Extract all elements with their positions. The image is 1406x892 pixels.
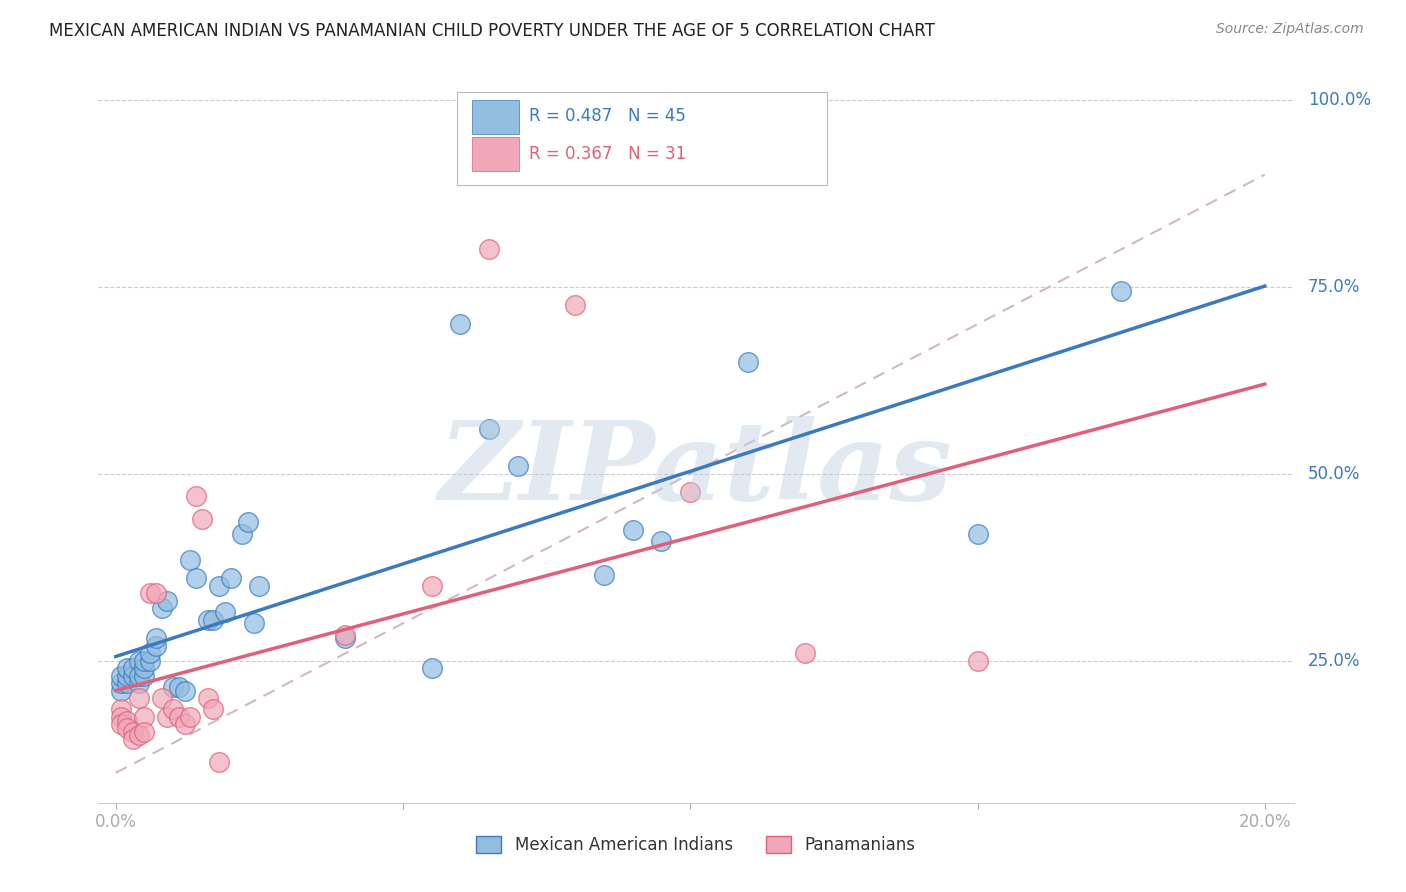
Point — [134, 661, 156, 675]
Text: 75.0%: 75.0% — [1308, 277, 1360, 296]
Point — [179, 710, 201, 724]
Point — [115, 721, 138, 735]
Point — [420, 661, 443, 675]
Point — [134, 724, 156, 739]
Point — [150, 691, 173, 706]
Point — [191, 511, 214, 525]
Point — [156, 594, 179, 608]
Point — [242, 616, 264, 631]
Point — [139, 646, 162, 660]
Legend: Mexican American Indians, Panamanians: Mexican American Indians, Panamanians — [470, 830, 922, 861]
Point — [420, 579, 443, 593]
Point — [679, 485, 702, 500]
Point — [145, 632, 167, 646]
Point — [110, 668, 132, 682]
Point — [162, 702, 184, 716]
Text: 25.0%: 25.0% — [1308, 652, 1361, 670]
Point — [966, 526, 988, 541]
Point — [184, 489, 207, 503]
Text: R = 0.487   N = 45: R = 0.487 N = 45 — [529, 108, 686, 126]
Point — [167, 680, 190, 694]
Point — [134, 654, 156, 668]
Point — [202, 702, 225, 716]
Point — [139, 586, 162, 600]
Point — [110, 683, 132, 698]
Point — [173, 717, 195, 731]
FancyBboxPatch shape — [472, 100, 519, 135]
Text: ZIPatlas: ZIPatlas — [439, 416, 953, 524]
Point — [179, 553, 201, 567]
Point — [184, 571, 207, 585]
Point — [110, 702, 132, 716]
Point — [650, 534, 672, 549]
Point — [115, 714, 138, 728]
Point — [145, 586, 167, 600]
Point — [236, 516, 259, 530]
Point — [208, 579, 231, 593]
Text: 50.0%: 50.0% — [1308, 465, 1360, 483]
Text: 100.0%: 100.0% — [1308, 91, 1371, 109]
Point — [167, 710, 190, 724]
Point — [506, 459, 529, 474]
Text: MEXICAN AMERICAN INDIAN VS PANAMANIAN CHILD POVERTY UNDER THE AGE OF 5 CORRELATI: MEXICAN AMERICAN INDIAN VS PANAMANIAN CH… — [49, 22, 935, 40]
Point — [156, 710, 179, 724]
Point — [335, 632, 357, 646]
Point — [115, 676, 138, 690]
Point — [122, 668, 145, 682]
Point — [202, 613, 225, 627]
Point — [208, 755, 231, 769]
Point — [478, 243, 501, 257]
Point — [128, 668, 150, 682]
Point — [214, 605, 236, 619]
Point — [122, 661, 145, 675]
Point — [966, 654, 988, 668]
Text: R = 0.367   N = 31: R = 0.367 N = 31 — [529, 145, 686, 162]
Point — [110, 717, 132, 731]
Point — [128, 691, 150, 706]
Point — [162, 680, 184, 694]
Point — [1109, 284, 1132, 298]
Point — [247, 579, 270, 593]
Point — [145, 639, 167, 653]
Point — [593, 567, 616, 582]
Point — [128, 729, 150, 743]
Point — [335, 627, 357, 641]
Point — [128, 676, 150, 690]
Point — [737, 354, 759, 368]
Point — [794, 646, 817, 660]
Point — [564, 298, 586, 312]
Point — [478, 422, 501, 436]
Point — [173, 683, 195, 698]
Point — [122, 724, 145, 739]
FancyBboxPatch shape — [457, 92, 827, 185]
Point — [122, 732, 145, 747]
Point — [621, 523, 644, 537]
FancyBboxPatch shape — [472, 137, 519, 171]
Point — [197, 691, 219, 706]
Point — [110, 710, 132, 724]
Point — [219, 571, 242, 585]
Point — [128, 654, 150, 668]
Point — [139, 654, 162, 668]
Point — [115, 668, 138, 682]
Point — [134, 668, 156, 682]
Point — [134, 710, 156, 724]
Point — [449, 317, 471, 331]
Point — [115, 661, 138, 675]
Text: Source: ZipAtlas.com: Source: ZipAtlas.com — [1216, 22, 1364, 37]
Point — [150, 601, 173, 615]
Point — [231, 526, 253, 541]
Point — [110, 676, 132, 690]
Point — [197, 613, 219, 627]
